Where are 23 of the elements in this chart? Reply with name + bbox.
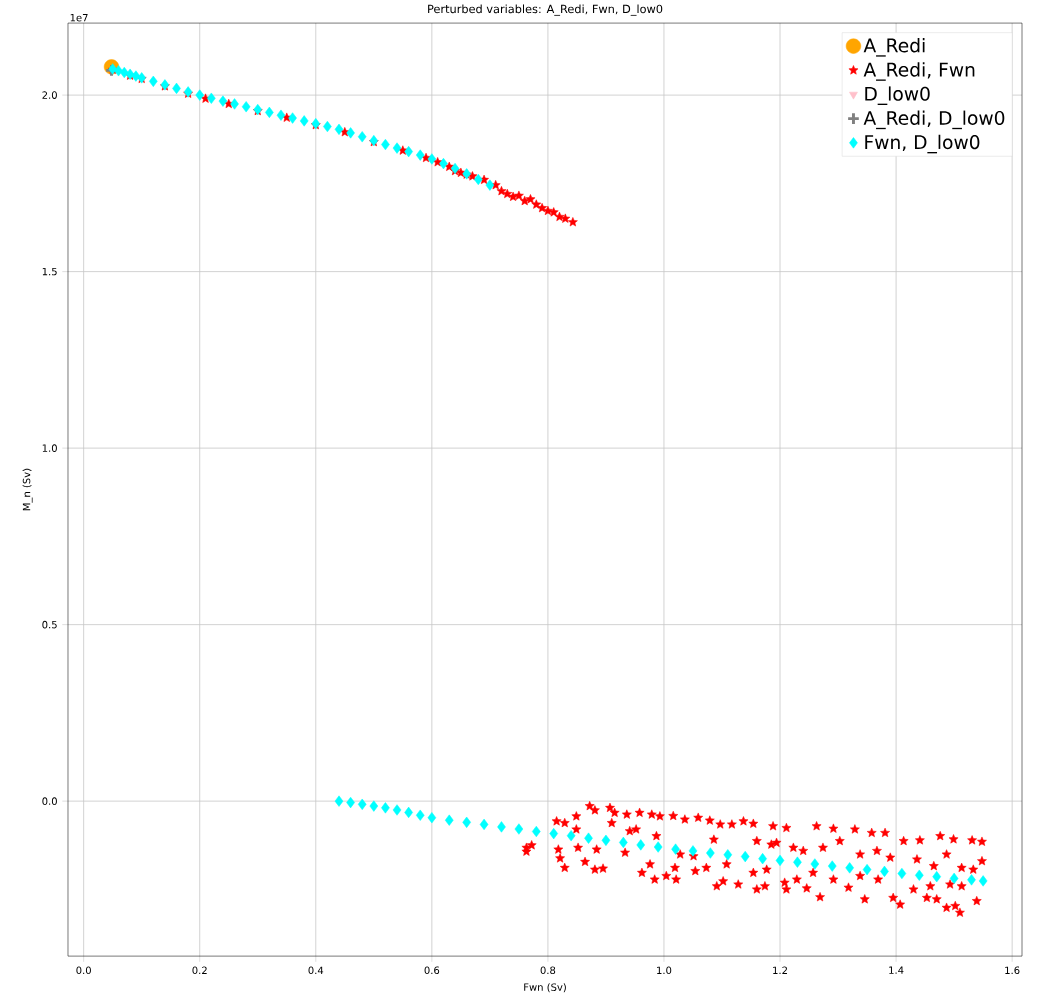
legend-label: D_low0: [865, 86, 930, 106]
x-tick-label: 1.0: [657, 966, 672, 975]
x-tick-label: 0.2: [192, 966, 207, 975]
x-tick-label: 0.4: [308, 966, 324, 975]
legend-label: A_Redi, Fwn: [863, 62, 975, 81]
y-tick-label: 0.0: [42, 797, 57, 806]
x-tick-label: 0.0: [76, 966, 91, 975]
y-axis-title: M_n (Sv): [22, 469, 33, 511]
x-tick-label: 1.2: [773, 966, 787, 975]
legend-label: A_Redi: [863, 38, 925, 57]
y-tick-label: 1.0: [42, 444, 57, 453]
x-tick-label: 0.8: [540, 966, 556, 975]
chart-title: Perturbed variables: A_Redi, Fwn, D_low0: [428, 4, 663, 16]
y-tick-label: 0.5: [42, 621, 57, 629]
x-tick-label: 0.6: [424, 966, 440, 975]
legend-label: Fwn, D_low0: [865, 134, 980, 154]
y-tick-label: 1.5: [42, 268, 57, 276]
x-tick-label: 1.6: [1005, 966, 1020, 975]
text: 1e7: [70, 14, 88, 22]
x-axis-title: Fwn (Sv): [524, 983, 566, 993]
y-tick-label: 2.0: [42, 91, 57, 100]
legend-label: A_Redi, D_low0: [863, 110, 1005, 130]
x-tick-label: 1.4: [889, 966, 904, 975]
